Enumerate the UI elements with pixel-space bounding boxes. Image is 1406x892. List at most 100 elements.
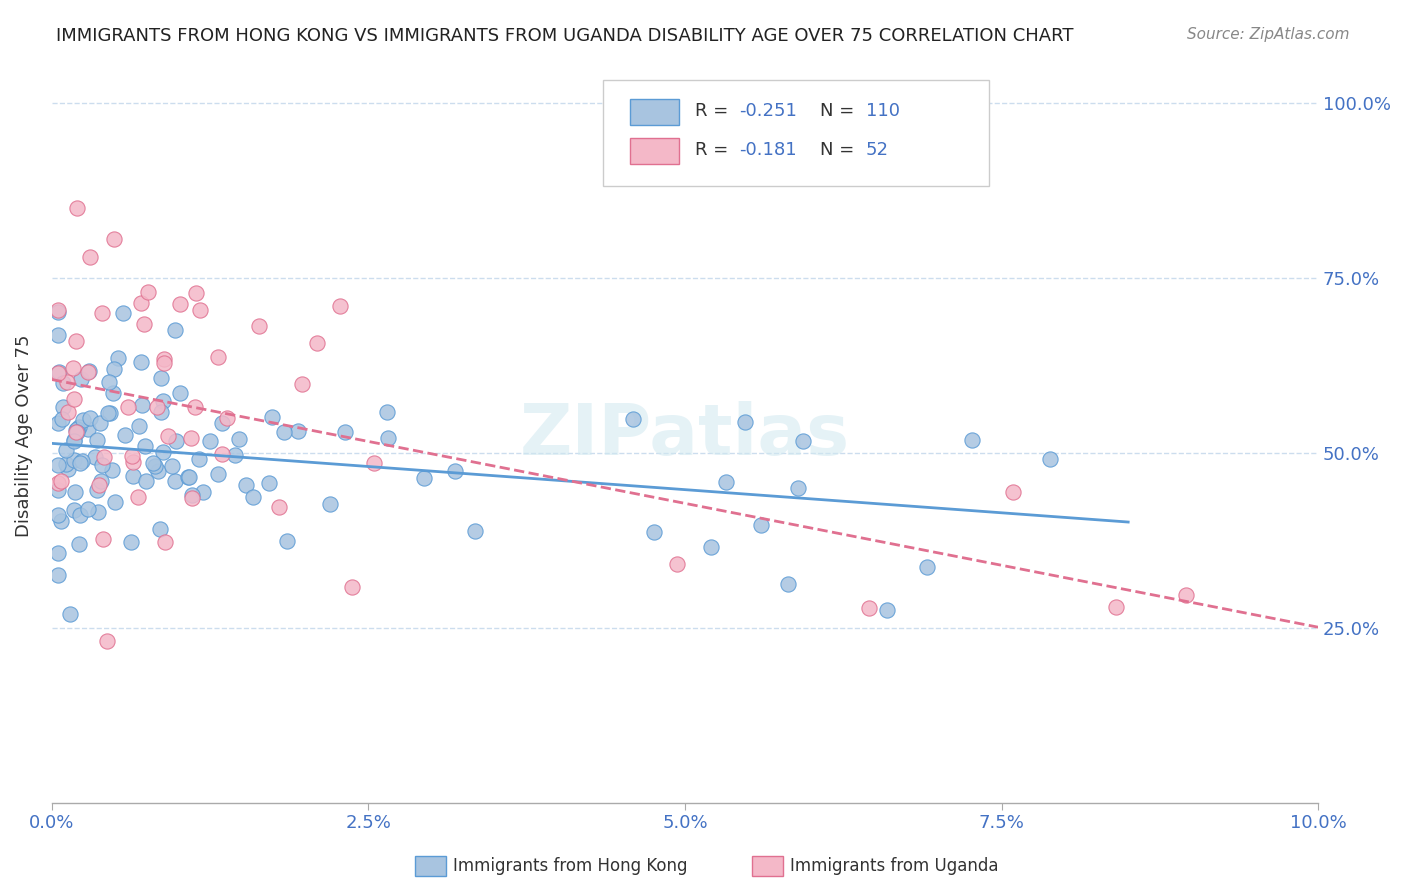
Point: [643, 524, 665, 539]
Point: [62, 433, 84, 447]
Point: [714, 475, 737, 489]
Point: [55, 457, 77, 471]
Point: [103, 232, 125, 246]
Point: [101, 385, 124, 400]
Point: [87, 478, 110, 492]
Point: [63, 392, 86, 407]
Point: [46, 305, 69, 319]
Point: [65, 425, 87, 440]
Point: [188, 303, 211, 318]
Point: [129, 354, 152, 368]
Point: [135, 474, 157, 488]
Point: [136, 285, 159, 300]
Point: [962, 433, 984, 447]
Point: [51, 474, 73, 488]
Point: [249, 319, 271, 334]
Point: [188, 452, 211, 467]
Point: [79, 250, 101, 264]
Point: [91, 532, 114, 546]
Text: Source: ZipAtlas.com: Source: ZipAtlas.com: [1187, 27, 1350, 42]
Text: ZIPatlas: ZIPatlas: [520, 401, 851, 470]
Point: [180, 431, 202, 445]
Point: [104, 495, 127, 509]
Point: [86, 483, 108, 498]
Point: [165, 434, 187, 448]
Point: [291, 377, 314, 392]
Text: -0.181: -0.181: [740, 141, 797, 159]
Point: [149, 404, 172, 418]
Point: [412, 470, 434, 484]
Point: [211, 447, 233, 461]
Point: [207, 467, 229, 481]
Point: [153, 356, 176, 370]
Point: [184, 285, 207, 300]
Point: [101, 462, 124, 476]
Point: [340, 580, 363, 594]
Point: [177, 470, 200, 484]
Text: N =: N =: [821, 141, 860, 159]
Point: [122, 455, 145, 469]
Point: [163, 323, 186, 337]
Point: [66, 425, 89, 440]
Point: [77, 364, 100, 378]
Point: [152, 393, 174, 408]
Point: [876, 603, 898, 617]
Point: [86, 433, 108, 447]
Point: [163, 474, 186, 488]
Point: [792, 434, 814, 448]
Point: [242, 491, 264, 505]
Text: IMMIGRANTS FROM HONG KONG VS IMMIGRANTS FROM UGANDA DISABILITY AGE OVER 75 CORRE: IMMIGRANTS FROM HONG KONG VS IMMIGRANTS …: [56, 27, 1074, 45]
Point: [276, 534, 298, 549]
Point: [103, 362, 125, 376]
Point: [46, 546, 69, 560]
Point: [146, 464, 169, 478]
Point: [46, 458, 69, 472]
Point: [67, 419, 90, 434]
Point: [786, 481, 808, 495]
Point: [65, 334, 87, 348]
Point: [228, 432, 250, 446]
Point: [149, 522, 172, 536]
Point: [224, 448, 246, 462]
Point: [107, 351, 129, 365]
Point: [211, 416, 233, 430]
Point: [207, 351, 229, 365]
Point: [121, 449, 143, 463]
Point: [98, 405, 121, 419]
Text: R =: R =: [695, 102, 734, 120]
Point: [183, 400, 205, 414]
Point: [66, 422, 89, 436]
Point: [55, 375, 77, 389]
Point: [257, 476, 280, 491]
Point: [69, 456, 91, 470]
Point: [319, 497, 342, 511]
Point: [215, 410, 238, 425]
Point: [143, 458, 166, 473]
Point: [77, 365, 100, 379]
Text: N =: N =: [821, 102, 860, 120]
Point: [63, 503, 86, 517]
Point: [84, 450, 107, 464]
Point: [65, 423, 87, 437]
Point: [129, 295, 152, 310]
Point: [77, 501, 100, 516]
Y-axis label: Disability Age Over 75: Disability Age Over 75: [15, 334, 32, 537]
Point: [51, 412, 73, 426]
Point: [152, 445, 174, 459]
Point: [67, 536, 90, 550]
Point: [59, 607, 82, 621]
Point: [91, 458, 114, 473]
Point: [1001, 485, 1024, 500]
FancyBboxPatch shape: [630, 137, 679, 164]
Point: [153, 534, 176, 549]
Point: [621, 412, 644, 426]
Text: -0.251: -0.251: [740, 102, 797, 120]
Point: [79, 411, 101, 425]
Text: Immigrants from Uganda: Immigrants from Uganda: [790, 857, 998, 875]
Point: [66, 202, 89, 216]
Point: [858, 601, 880, 615]
Point: [377, 431, 399, 445]
Point: [98, 375, 121, 389]
Point: [46, 328, 69, 343]
Point: [87, 505, 110, 519]
